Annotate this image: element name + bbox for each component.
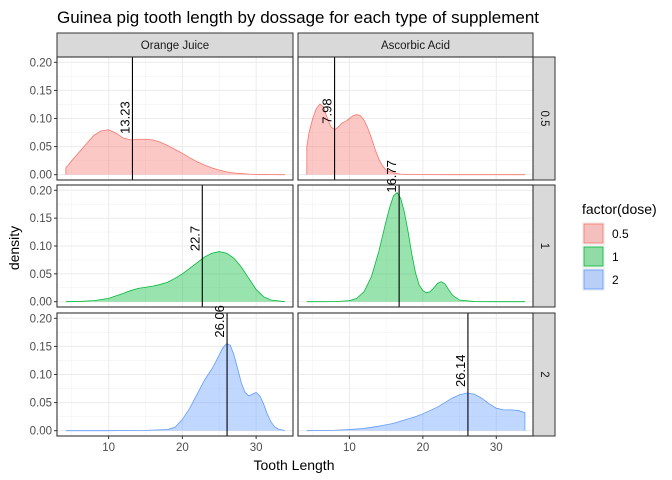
- y-tick-label: 0.10: [30, 370, 52, 382]
- legend-key: [583, 223, 604, 244]
- y-tick-label: 0.00: [30, 426, 52, 438]
- density-area: [306, 192, 525, 302]
- facet-strip-column: [56, 32, 294, 58]
- y-tick-label: 0.05: [30, 269, 52, 281]
- y-tick-label: 0.15: [30, 341, 52, 353]
- facet-panels: Orange Juice Ascorbic Acid 0.5 1 2 13.23 7.98 2…: [30, 32, 556, 454]
- y-tick-label: 0.20: [30, 313, 52, 325]
- x-tick-label: 30: [250, 442, 263, 454]
- facet-strip-column: [297, 32, 534, 58]
- density-outline: [306, 191, 525, 303]
- facet-strip-label: Ascorbic Acid: [381, 40, 450, 52]
- x-axis-title: Tooth Length: [254, 457, 335, 473]
- panel-border: [297, 184, 534, 308]
- density-area: [65, 343, 285, 431]
- y-tick-label: 0.20: [30, 57, 52, 69]
- mean-label: 22.7: [187, 226, 202, 251]
- density-area: [65, 129, 285, 175]
- x-tick-label: 10: [343, 442, 356, 454]
- facet-panel: 13.23: [56, 56, 294, 181]
- y-tick-label: 0.10: [30, 241, 52, 253]
- x-tick-label: 20: [416, 442, 429, 454]
- legend-key-background: [582, 222, 605, 245]
- density-outline: [65, 251, 285, 303]
- legend-label: 0.5: [612, 227, 629, 241]
- mean-label: 13.23: [117, 101, 132, 134]
- legend-label: 1: [612, 250, 619, 264]
- facet-panel: 16.77: [297, 160, 534, 308]
- legend-title: factor(dose): [582, 201, 657, 217]
- x-tick-label: 20: [176, 442, 189, 454]
- y-tick-label: 0.10: [30, 114, 52, 126]
- y-tick-label: 0.15: [30, 213, 52, 225]
- y-tick-label: 0.20: [30, 185, 52, 197]
- y-axis-title: density: [6, 226, 22, 270]
- x-tick-label: 30: [490, 442, 503, 454]
- facet-panel: 26.14: [297, 312, 534, 437]
- y-tick-label: 0.15: [30, 85, 52, 97]
- density-area: [306, 393, 525, 431]
- facet-panel: 26.06: [56, 305, 294, 437]
- panel-border: [297, 312, 534, 437]
- chart-title: Guinea pig tooth length by dossage for e…: [57, 8, 539, 27]
- density-area: [306, 103, 525, 175]
- facet-panel: 22.7: [56, 184, 294, 308]
- facet-strip-label: 2: [538, 371, 550, 377]
- panel-border: [297, 56, 534, 181]
- legend-label: 2: [612, 273, 619, 287]
- y-tick-label: 0.00: [30, 170, 52, 182]
- legend-key-background: [582, 245, 605, 268]
- legend-key: [583, 246, 604, 267]
- y-tick-label: 0.05: [30, 142, 52, 154]
- legend-key: [583, 269, 604, 290]
- legend-key-background: [582, 268, 605, 291]
- mean-label: 26.14: [453, 354, 468, 387]
- y-tick-label: 0.05: [30, 398, 52, 410]
- facet-strip-label: 0.5: [538, 111, 550, 127]
- density-outline: [306, 103, 525, 176]
- density-outline: [65, 129, 285, 176]
- facet-strip-label: 1: [538, 243, 550, 249]
- density-area: [65, 251, 285, 302]
- y-tick-label: 0.00: [30, 297, 52, 309]
- density-outline: [65, 343, 285, 432]
- legend: factor(dose) 0.5 1 2: [582, 201, 657, 291]
- x-tick-label: 10: [102, 442, 115, 454]
- mean-label: 16.77: [384, 160, 399, 193]
- mean-label: 7.98: [320, 98, 335, 123]
- density-outline: [306, 392, 526, 432]
- facet-panel: 7.98: [297, 56, 534, 181]
- mean-label: 26.06: [212, 305, 227, 338]
- facet-strip-label: Orange Juice: [141, 40, 209, 52]
